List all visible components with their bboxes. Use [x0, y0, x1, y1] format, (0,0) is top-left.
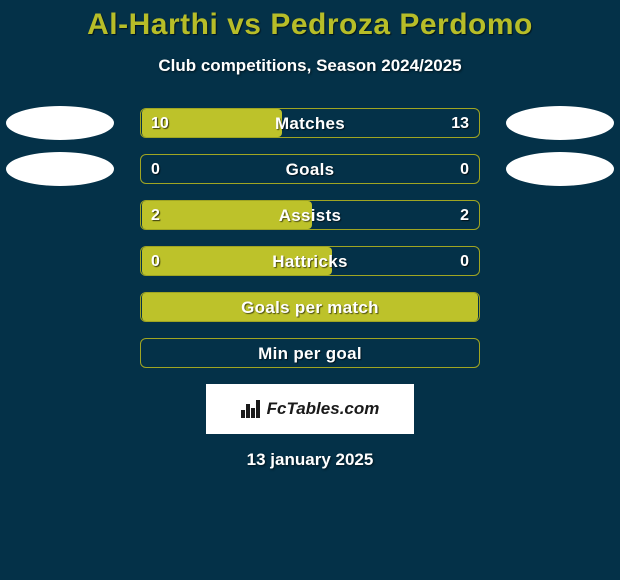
- stat-value-left: 0: [151, 247, 160, 277]
- stat-bar-track: Assists2 2: [140, 200, 480, 230]
- page-subtitle: Club competitions, Season 2024/2025: [0, 56, 620, 76]
- stat-value-left: 0: [151, 155, 160, 185]
- stat-value-left: 2: [151, 201, 160, 231]
- stats-area: Matches1013Goals00Assists22Hattricks00Go…: [0, 108, 620, 368]
- stat-bar-track: Goals per match: [140, 292, 480, 322]
- stat-value-left: 10: [151, 109, 169, 139]
- stat-bar-track: Goals0 0: [140, 154, 480, 184]
- stat-row: Goals per match: [0, 292, 620, 322]
- bars-icon: [241, 400, 261, 418]
- stat-row: Assists2 2: [0, 200, 620, 230]
- stat-label: Min per goal: [141, 339, 479, 369]
- player-left-avatar: [6, 152, 114, 186]
- brand-text: FcTables.com: [267, 399, 380, 419]
- stat-label: Goals per match: [141, 293, 479, 323]
- brand-box: FcTables.com: [206, 384, 414, 434]
- stat-bar-track: Matches10 13: [140, 108, 480, 138]
- comparison-card: Al-Harthi vs Pedroza Perdomo Club compet…: [0, 0, 620, 580]
- stat-row: Matches10 13: [0, 108, 620, 138]
- player-left-avatar: [6, 106, 114, 140]
- stat-label: Matches: [141, 109, 479, 139]
- stat-row: Min per goal: [0, 338, 620, 368]
- player-right-avatar: [506, 152, 614, 186]
- stat-value-right: 0: [460, 155, 469, 185]
- stat-label: Hattricks: [141, 247, 479, 277]
- stat-value-right: 2: [460, 201, 469, 231]
- stat-bar-track: Min per goal: [140, 338, 480, 368]
- stat-value-right: 0: [460, 247, 469, 277]
- page-title: Al-Harthi vs Pedroza Perdomo: [0, 0, 620, 42]
- stat-row: Hattricks0 0: [0, 246, 620, 276]
- stat-label: Goals: [141, 155, 479, 185]
- stat-value-right: 13: [451, 109, 469, 139]
- date-text: 13 january 2025: [0, 450, 620, 470]
- stat-row: Goals0 0: [0, 154, 620, 184]
- stat-bar-track: Hattricks0 0: [140, 246, 480, 276]
- stat-label: Assists: [141, 201, 479, 231]
- player-right-avatar: [506, 106, 614, 140]
